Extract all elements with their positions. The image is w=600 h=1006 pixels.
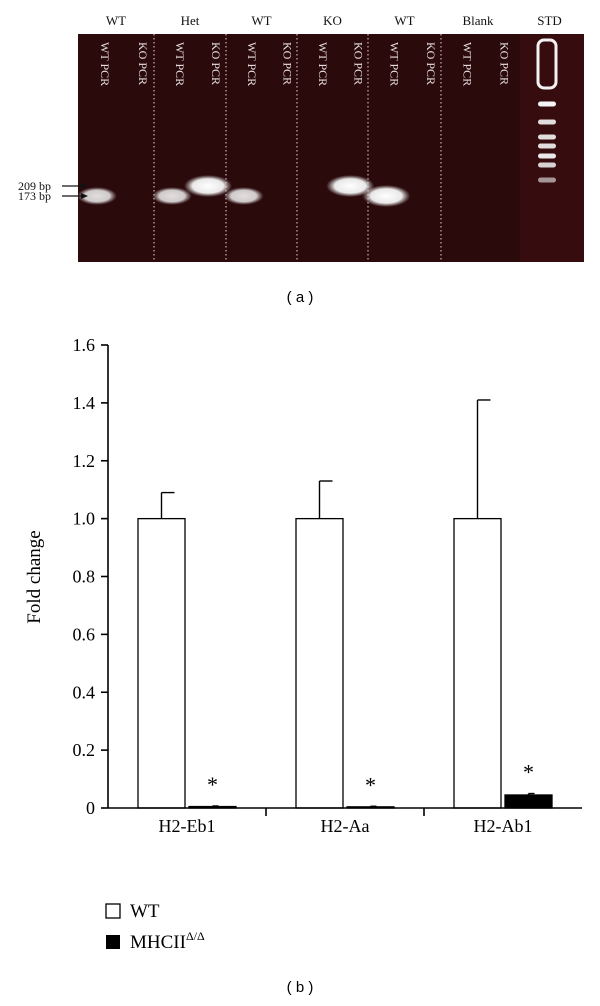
bar-chart: 0 0.2 0.4 0.6 0.8 1.0 1.2 1.4 1.6 * * * H2-Eb1 H2-A… (73, 335, 582, 836)
y-axis: 0 0.2 0.4 0.6 0.8 1.0 1.2 1.4 1.6 (73, 335, 109, 818)
ladder-band (538, 101, 556, 107)
y-tick-label: 1.6 (73, 335, 96, 355)
ladder-band (538, 134, 556, 140)
legend-label-mhcii-sup: Δ/Δ (186, 929, 205, 943)
gel-band (152, 187, 192, 205)
gel-marker-label: 209 bp (18, 179, 51, 193)
y-tick-label: 1.4 (73, 393, 96, 413)
y-axis-label: Fold change (24, 530, 45, 623)
legend-label-wt: WT (130, 901, 160, 922)
gel-lane-label: KO PCR (498, 42, 512, 85)
gel-group-label: WT (251, 13, 271, 28)
bar-wt (295, 517, 344, 809)
gel-lane-label: KO PCR (280, 42, 294, 85)
x-tick-label: H2-Ab1 (474, 816, 533, 836)
gel-group-label: WT (394, 13, 414, 28)
bar-wt (137, 517, 186, 809)
x-tick-label: H2-Eb1 (159, 816, 216, 836)
gel-group-label: STD (537, 13, 562, 28)
gel-band (362, 185, 411, 207)
ladder-band (538, 177, 556, 183)
gel-lane-label: KO PCR (424, 42, 438, 85)
gel-panel-label: ( a ) (287, 289, 314, 306)
gel-lane-label: KO PCR (209, 42, 223, 85)
gel-band (184, 175, 232, 197)
gel-lane-label: WT PCR (387, 42, 401, 86)
gel-lane-label: WT PCR (316, 42, 330, 86)
gel-lane-label: KO PCR (351, 42, 365, 85)
legend-swatch-wt (105, 903, 121, 919)
gel-panel: WT WT PCR KO PCR Het WT PCR KO PCR WT WT PCR KO … (18, 13, 584, 262)
legend-label-mhcii: MHCIIΔ/Δ (130, 929, 205, 953)
ladder-band (538, 143, 556, 149)
y-tick-label: 0.8 (73, 567, 96, 587)
y-tick-label: 0.4 (73, 682, 96, 702)
gel-band (77, 187, 117, 205)
gel-band (326, 175, 375, 197)
y-tick-label: 1.0 (73, 509, 96, 529)
gel-group-label: WT (106, 13, 126, 28)
bar-wt (453, 517, 502, 809)
gel-band (223, 187, 264, 205)
y-tick-label: 1.2 (73, 451, 96, 471)
gel-marker-arrow (81, 183, 88, 189)
chart-legend: WT MHCIIΔ/Δ (105, 901, 205, 953)
bars: * * * (137, 399, 553, 809)
gel-lane-label: WT PCR (461, 42, 475, 86)
legend-label-mhcii-main: MHCII (130, 932, 186, 953)
y-tick-label: 0 (86, 798, 95, 818)
gel-lane-label: KO PCR (136, 42, 150, 85)
x-tick-label: H2-Aa (321, 816, 370, 836)
ladder-well (536, 38, 558, 90)
x-axis: H2-Eb1 H2-Aa H2-Ab1 (108, 807, 582, 836)
gel-group-label: Blank (462, 13, 494, 28)
gel-lane-label: WT PCR (173, 42, 187, 86)
significance-marker: * (207, 772, 218, 797)
gel-marker-label: 173 bp (18, 189, 51, 203)
gel-group-label: Het (181, 13, 200, 28)
y-tick-label: 0.6 (73, 624, 96, 644)
gel-lane-label: WT PCR (98, 42, 112, 86)
legend-swatch-mhcii (106, 935, 120, 949)
chart-panel-label: ( b ) (287, 979, 314, 996)
ladder-band (538, 119, 556, 125)
gel-lane-label: WT PCR (245, 42, 259, 86)
gel-background (78, 34, 584, 262)
bar-mhcii (504, 794, 553, 809)
gel-marker-arrow (81, 193, 88, 199)
gel-group-label: KO (323, 13, 342, 28)
ladder-band (538, 153, 556, 159)
significance-marker: * (523, 760, 534, 785)
ladder-band (538, 162, 556, 168)
significance-marker: * (365, 772, 376, 797)
y-tick-label: 0.2 (73, 740, 96, 760)
